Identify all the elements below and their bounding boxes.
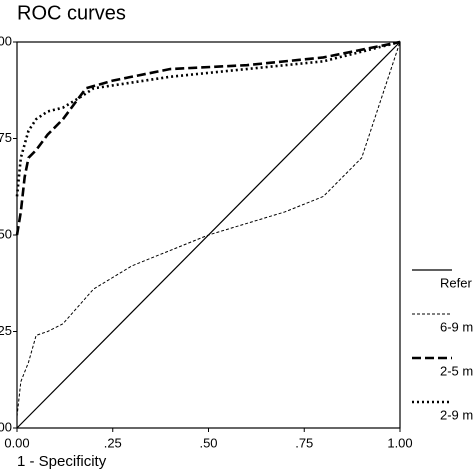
x-axis-label: 1 - Specificity	[17, 453, 107, 470]
legend-label: Refer	[440, 275, 472, 290]
y-tick-label: .75	[0, 130, 12, 145]
x-tick-label: .25	[104, 435, 122, 450]
x-tick-label: 1.00	[387, 435, 412, 450]
legend-label: 2-5 m	[440, 363, 473, 378]
x-tick-label: .75	[295, 435, 313, 450]
legend-label: 2-9 m	[440, 407, 473, 422]
roc-curve	[15, 40, 401, 197]
y-tick-label: 1.00	[0, 33, 12, 48]
chart-title: ROC curves	[17, 2, 126, 24]
legend-label: 6-9 m	[440, 319, 473, 334]
x-tick-label: 0.00	[4, 435, 29, 450]
y-tick-label: .25	[0, 323, 12, 338]
y-tick-label: 0.00	[0, 419, 12, 434]
roc-curve	[16, 41, 401, 417]
roc-curve	[15, 40, 401, 236]
y-tick-label: .50	[0, 226, 12, 241]
x-tick-label: .50	[199, 435, 217, 450]
